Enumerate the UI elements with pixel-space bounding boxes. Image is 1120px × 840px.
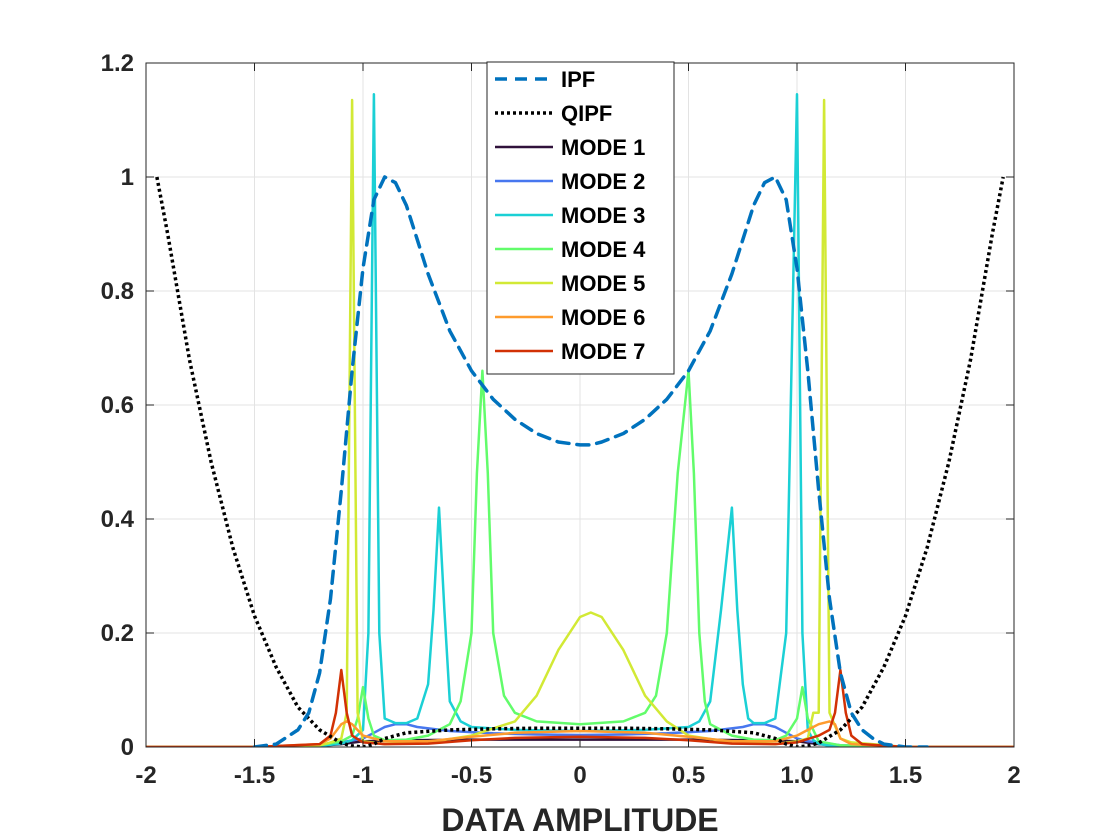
y-tick-label: 0.6 bbox=[101, 392, 134, 419]
x-tick-label: 1.5 bbox=[889, 762, 922, 789]
legend-box bbox=[486, 61, 675, 375]
legend-label[interactable]: MODE 2 bbox=[561, 169, 645, 194]
legend-label[interactable]: MODE 6 bbox=[561, 305, 645, 330]
x-tick-label: -1.5 bbox=[234, 762, 275, 789]
series-layer bbox=[146, 93, 1014, 747]
legend-label[interactable]: MODE 1 bbox=[561, 135, 645, 160]
series-line-mode-6 bbox=[146, 720, 1014, 747]
series-line-ipf bbox=[252, 175, 929, 747]
legend-label[interactable]: QIPF bbox=[561, 101, 612, 126]
legend-label[interactable]: MODE 7 bbox=[561, 339, 645, 364]
x-tick-label: 1.0 bbox=[780, 762, 813, 789]
series-line-mode-7 bbox=[146, 668, 1014, 747]
legend[interactable]: IPF QIPF MODE 1 MODE 2 MODE 3 MODE 4 MODE 5 MOD… bbox=[486, 61, 675, 375]
legend-label[interactable]: IPF bbox=[561, 67, 595, 92]
series-line-qipf bbox=[155, 176, 1005, 747]
series-line-mode-4 bbox=[146, 369, 1014, 747]
y-tick-label: 0.4 bbox=[101, 506, 135, 533]
x-axis-title: DATA AMPLITUDE bbox=[441, 802, 718, 838]
legend-label[interactable]: MODE 3 bbox=[561, 203, 645, 228]
y-tick-label: 1.2 bbox=[101, 50, 134, 77]
x-tick-label: 2 bbox=[1007, 762, 1020, 789]
y-tick-label: 0.2 bbox=[101, 620, 134, 647]
legend-label[interactable]: MODE 5 bbox=[561, 271, 645, 296]
x-tick-label: -0.5 bbox=[451, 762, 492, 789]
series-line-mode-3 bbox=[146, 93, 1014, 747]
x-tick-label: -2 bbox=[135, 762, 156, 789]
x-tick-label: 0.5 bbox=[672, 762, 705, 789]
y-tick-label: 0 bbox=[121, 734, 134, 761]
x-tick-label: 0 bbox=[573, 762, 586, 789]
y-tick-label: 0.8 bbox=[101, 278, 134, 305]
x-tick-label: -1 bbox=[352, 762, 373, 789]
axis-ticks: -2 -1.5 -1 -0.5 0 0.5 1.0 1.5 2 0 0.2 0.4 0.6 0.8 1 1.2 bbox=[101, 50, 1021, 789]
y-tick-label: 1 bbox=[121, 164, 134, 191]
series-line-mode-5 bbox=[146, 98, 1014, 747]
legend-label[interactable]: MODE 4 bbox=[561, 237, 646, 262]
